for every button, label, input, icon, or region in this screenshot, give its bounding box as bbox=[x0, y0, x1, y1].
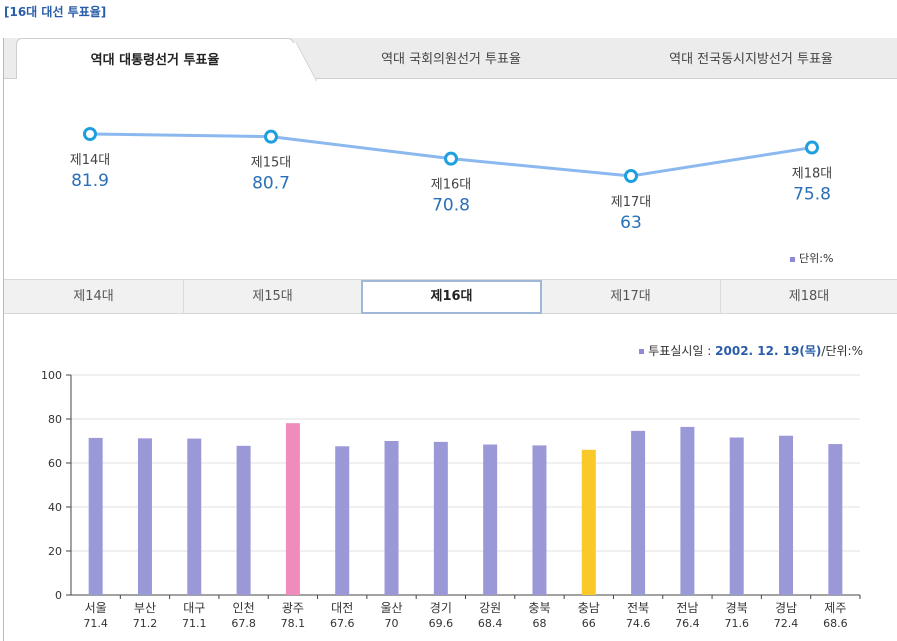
ytick-label-100: 100 bbox=[41, 369, 62, 382]
point-label-16: 제16대 bbox=[431, 178, 471, 193]
regional-turnout-bar-chart: 0 20 40 60 80 100 서울 71.4 부산 71.2 대구 71.1 인천 67.8 광주 78… bbox=[41, 369, 861, 630]
region-label-15: 제주 bbox=[824, 601, 846, 615]
region-label-12: 전남 bbox=[676, 601, 698, 615]
point-15 bbox=[264, 129, 278, 144]
region-label-4: 광주 bbox=[282, 601, 304, 615]
region-value-7: 69.6 bbox=[429, 617, 454, 630]
region-value-13: 71.6 bbox=[724, 617, 749, 630]
region-value-4: 78.1 bbox=[281, 617, 306, 630]
tab-presidential[interactable]: 역대 대통령선거 투표율 bbox=[16, 38, 294, 79]
bar-0 bbox=[88, 437, 103, 595]
region-label-3: 인천 bbox=[233, 600, 255, 615]
election-selector: 제14대 제15대 제16대 제17대 제18대 bbox=[4, 279, 897, 314]
region-label-9: 충북 bbox=[528, 601, 550, 615]
bar-6 bbox=[384, 441, 399, 595]
date-label: 투표실시일 : bbox=[648, 344, 716, 358]
election-tab-17[interactable]: 제17대 bbox=[541, 280, 721, 313]
bar-2 bbox=[187, 438, 202, 595]
bar-1 bbox=[137, 438, 152, 595]
point-14 bbox=[83, 127, 97, 141]
election-tab-15[interactable]: 제15대 bbox=[183, 280, 363, 313]
point-16 bbox=[444, 151, 458, 166]
region-value-11: 74.6 bbox=[626, 617, 651, 630]
point-label-15: 제15대 bbox=[251, 156, 291, 171]
meta-unit: /단위:% bbox=[821, 344, 863, 358]
ytick-label-60: 60 bbox=[48, 457, 62, 470]
region-value-3: 67.8 bbox=[231, 617, 256, 630]
ytick-label-0: 0 bbox=[55, 589, 62, 602]
bar-7 bbox=[433, 441, 448, 595]
region-label-0: 서울 bbox=[85, 601, 107, 615]
unit-marker-icon bbox=[790, 256, 795, 262]
region-value-15: 68.6 bbox=[823, 617, 848, 630]
election-tab-18[interactable]: 제18대 bbox=[788, 289, 830, 304]
point-value-17: 63 bbox=[620, 213, 642, 233]
region-value-1: 71.2 bbox=[133, 617, 158, 630]
tab-local[interactable]: 역대 전국동시지방선거 투표율 bbox=[669, 52, 833, 67]
region-value-8: 68.4 bbox=[478, 617, 503, 630]
region-value-6: 70 bbox=[385, 617, 399, 630]
region-label-13: 경북 bbox=[726, 601, 748, 615]
historical-turnout-line-chart: 제14대 81.9 제15대 80.7 제16대 70.8 제17대 63 제18대 75.8 bbox=[70, 127, 832, 233]
region-label-7: 경기 bbox=[430, 601, 452, 615]
point-value-14: 81.9 bbox=[71, 171, 109, 191]
tab-national-assembly[interactable]: 역대 국회의원선거 투표율 bbox=[381, 52, 521, 67]
bar-13 bbox=[729, 437, 744, 595]
point-value-16: 70.8 bbox=[432, 196, 470, 216]
bar-15 bbox=[828, 444, 843, 595]
point-label-14: 제14대 bbox=[70, 153, 110, 168]
point-value-18: 75.8 bbox=[793, 185, 831, 205]
region-value-12: 76.4 bbox=[675, 617, 700, 630]
bar-5 bbox=[335, 446, 350, 595]
election-tab-16[interactable]: 제16대 bbox=[361, 280, 542, 314]
page-title: [16대 대선 투표율] bbox=[4, 5, 107, 19]
bar-11 bbox=[631, 430, 646, 595]
point-label-17: 제17대 bbox=[611, 195, 651, 210]
ytick-label-40: 40 bbox=[48, 501, 62, 514]
region-label-11: 전북 bbox=[627, 601, 649, 615]
line-unit-label: 단위:% bbox=[790, 250, 833, 266]
ytick-label-20: 20 bbox=[48, 545, 62, 558]
bar-14 bbox=[779, 435, 794, 595]
region-value-5: 67.6 bbox=[330, 617, 355, 630]
election-type-tabs: 역대 대통령선거 투표율 역대 국회의원선거 투표율 역대 전국동시지방선거 투… bbox=[4, 38, 897, 79]
bar-10 bbox=[581, 449, 596, 595]
region-label-8: 강원 bbox=[479, 601, 501, 615]
region-value-9: 68 bbox=[532, 617, 546, 630]
turnout-panel: 역대 대통령선거 투표율 역대 국회의원선거 투표율 역대 전국동시지방선거 투… bbox=[3, 38, 897, 641]
bar-3 bbox=[236, 445, 251, 595]
region-label-10: 충남 bbox=[578, 601, 600, 615]
region-value-2: 71.1 bbox=[182, 617, 207, 630]
bar-4 bbox=[285, 423, 300, 595]
region-label-5: 대전 bbox=[331, 601, 353, 615]
region-value-0: 71.4 bbox=[83, 617, 108, 630]
ytick-label-80: 80 bbox=[48, 413, 62, 426]
point-value-15: 80.7 bbox=[252, 174, 290, 194]
bar-9 bbox=[532, 445, 547, 595]
region-label-1: 부산 bbox=[134, 601, 156, 615]
region-value-10: 66 bbox=[582, 617, 596, 630]
election-tab-14[interactable]: 제14대 bbox=[4, 280, 184, 313]
region-label-2: 대구 bbox=[183, 601, 205, 615]
region-label-6: 울산 bbox=[380, 601, 402, 615]
election-meta: 투표실시일 : 2002. 12. 19(목)/단위:% bbox=[639, 342, 863, 359]
point-17 bbox=[624, 169, 638, 183]
bar-12 bbox=[680, 426, 695, 595]
point-label-18: 제18대 bbox=[792, 167, 832, 182]
election-date: 2002. 12. 19(목) bbox=[715, 344, 822, 358]
bar-8 bbox=[483, 444, 498, 595]
point-18 bbox=[805, 140, 819, 155]
region-label-14: 경남 bbox=[775, 601, 797, 615]
meta-marker-icon bbox=[639, 349, 645, 354]
region-value-14: 72.4 bbox=[774, 617, 799, 630]
